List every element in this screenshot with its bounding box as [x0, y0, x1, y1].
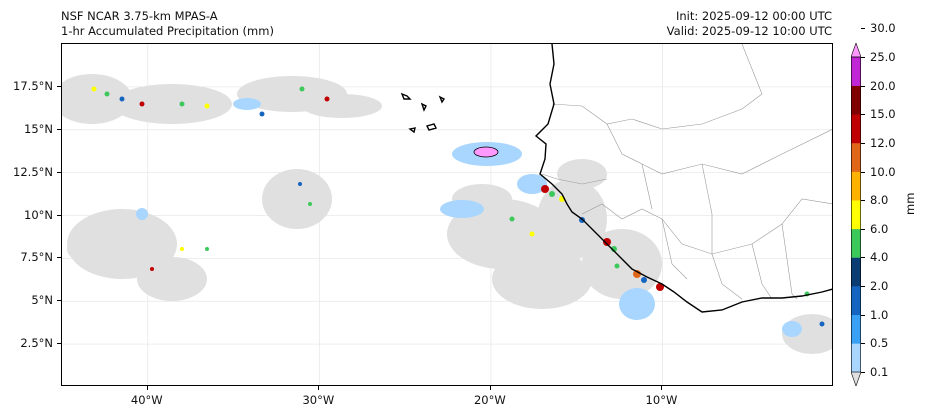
colorbar-level-label: 0.5 [870, 336, 889, 351]
gridlines [62, 44, 832, 385]
light-precip-layer [62, 74, 832, 354]
colorbar-tick [861, 257, 865, 259]
colorbar-tick [861, 286, 865, 288]
lat-tick-label: 2.5°N [20, 336, 53, 351]
colorbar-tick [861, 314, 865, 316]
colorbar-tick [861, 372, 865, 373]
lon-tick-label: 10°W [645, 393, 678, 407]
colorbar-tick [861, 171, 865, 173]
lat-tick-mark [57, 300, 61, 302]
lon-tick-label: 20°W [473, 393, 506, 407]
colorbar-level-label: 30.0 [870, 21, 896, 36]
lat-tick-label: 5°N [31, 293, 53, 308]
colorbar-level-label: 2.0 [870, 279, 889, 294]
colorbar-level-label: 0.1 [870, 365, 889, 379]
colorbar-level-label: 6.0 [870, 221, 889, 236]
moderate-precip-layer [136, 98, 802, 337]
colorbar-level-label: 8.0 [870, 193, 889, 208]
colorbar-tick [861, 114, 865, 116]
colorbar-level-label: 15.0 [870, 107, 896, 122]
colorbar-tick [861, 343, 865, 345]
heavy-precip-cells [91, 86, 825, 327]
lat-tick-label: 12.5°N [13, 164, 53, 179]
colorbar-units: mm [903, 192, 917, 215]
colorbar-segment [851, 343, 861, 373]
colorbar-under-triangle [851, 371, 861, 386]
colorbar-segment [851, 314, 861, 344]
map-panel [61, 43, 833, 386]
lat-tick-label: 10°N [24, 207, 53, 222]
lon-tick-mark [146, 386, 148, 390]
colorbar-over-triangle [851, 43, 861, 58]
colorbar-segment [851, 286, 861, 316]
lat-tick-mark [57, 128, 61, 130]
colorbar-level-label: 10.0 [870, 164, 896, 179]
lat-tick-mark [57, 171, 61, 173]
lon-tick-mark [318, 386, 320, 390]
colorbar-tick [861, 28, 865, 30]
coastline [400, 44, 832, 313]
colorbar-segment [851, 171, 861, 201]
init-time: Init: 2025-09-12 00:00 UTC [676, 9, 832, 23]
colorbar-segment [851, 257, 861, 287]
lon-tick-label: 30°W [302, 393, 335, 407]
lon-tick-mark [489, 386, 491, 390]
colorbar-segment [851, 200, 861, 230]
colorbar-tick [861, 142, 865, 144]
country-borders [541, 44, 832, 300]
colorbar [851, 43, 861, 386]
colorbar-segment [851, 57, 861, 86]
lat-tick-mark [57, 257, 61, 259]
colorbar-segment [851, 114, 861, 144]
lon-tick-mark [661, 386, 663, 390]
colorbar-level-label: 1.0 [870, 307, 889, 322]
valid-time: Valid: 2025-09-12 10:00 UTC [666, 24, 832, 38]
colorbar-outline [851, 56, 861, 373]
lat-tick-label: 7.5°N [20, 250, 53, 265]
colorbar-segment [851, 228, 861, 258]
field-title: 1-hr Accumulated Precipitation (mm) [61, 24, 274, 38]
colorbar-tick [861, 57, 865, 58]
colorbar-tick [861, 85, 865, 87]
lat-tick-label: 17.5°N [13, 78, 53, 93]
lat-tick-mark [57, 214, 61, 216]
precipitation-map [62, 44, 832, 385]
lat-tick-mark [57, 343, 61, 345]
model-title: NSF NCAR 3.75-km MPAS-A [61, 9, 218, 23]
colorbar-tick [861, 200, 865, 202]
colorbar-segment [851, 85, 861, 115]
lat-tick-label: 15°N [24, 121, 53, 136]
colorbar-segment [851, 142, 861, 172]
colorbar-level-label: 20.0 [870, 78, 896, 93]
colorbar-level-label: 4.0 [870, 250, 889, 265]
colorbar-level-label: 25.0 [870, 50, 896, 64]
colorbar-tick [861, 228, 865, 230]
colorbar-level-label: 12.0 [870, 135, 896, 150]
lat-tick-mark [57, 85, 61, 87]
lon-tick-label: 40°W [130, 393, 163, 407]
